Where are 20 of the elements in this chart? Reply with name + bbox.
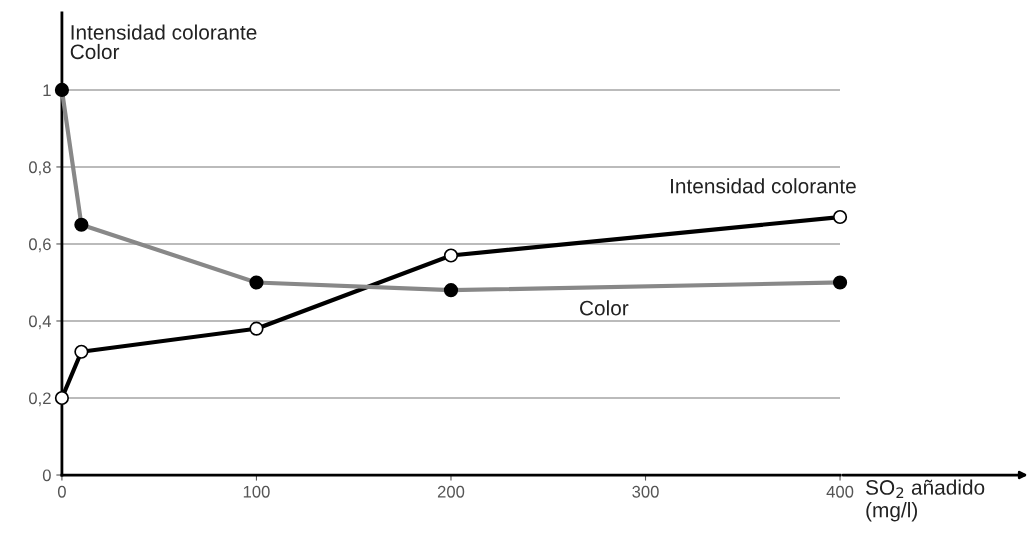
- x-tick-label: 200: [437, 485, 465, 498]
- x-tick-label: 300: [632, 485, 659, 498]
- y-tick-label: 1: [43, 84, 51, 96]
- point: [54, 390, 70, 406]
- point: [249, 321, 264, 336]
- y-tick-label: 0,4: [28, 315, 52, 330]
- y-tick-label: 0,2: [28, 392, 51, 407]
- y-tick-label: 0: [42, 469, 51, 482]
- y-axis-title: Intensidad colorante Color: [70, 24, 257, 60]
- y-tick-label: 0,6: [28, 238, 51, 253]
- x-axis-title: SO$_{2}$ añadido (mg/l): [866, 479, 985, 522]
- x-tick-label: 400: [826, 485, 854, 498]
- y-tick-label: 0,8: [28, 161, 51, 176]
- x-tick-label: 0: [57, 485, 66, 498]
- point: [832, 209, 848, 225]
- point: [443, 248, 459, 263]
- point: [74, 344, 89, 359]
- series-label: Color: [580, 300, 629, 316]
- series-label: Intensidad colorante: [671, 178, 856, 194]
- x-tick-label: 100: [243, 485, 270, 498]
